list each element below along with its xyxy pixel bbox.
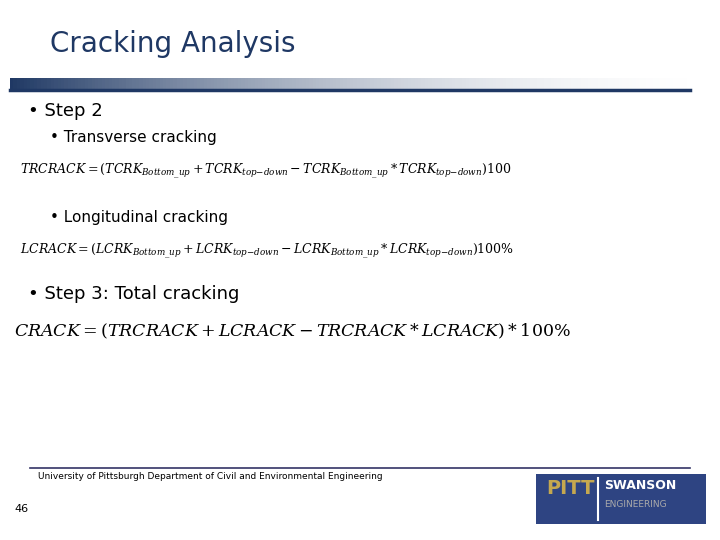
Text: PITT: PITT: [546, 479, 595, 498]
Text: $LCRACK = (LCRK_{Bottom\_up} + LCRK_{top\mathrm{-}down} - LCRK_{Bottom\_up} * LC: $LCRACK = (LCRK_{Bottom\_up} + LCRK_{top…: [20, 242, 514, 261]
Text: SWANSON: SWANSON: [604, 479, 676, 492]
Text: • Step 3: Total cracking: • Step 3: Total cracking: [28, 285, 239, 303]
Bar: [536, 474, 706, 524]
Text: • Step 2: • Step 2: [28, 102, 103, 120]
Text: $CRACK = (TRCRACK + LCRACK - TRCRACK*LCRACK) * 100\%$: $CRACK = (TRCRACK + LCRACK - TRCRACK*LCR…: [14, 322, 571, 341]
Text: 46: 46: [14, 504, 28, 514]
Text: • Longitudinal cracking: • Longitudinal cracking: [50, 210, 228, 225]
Text: $TRCRACK = (TCRK_{Bottom\_up} + TCRK_{top\mathrm{-}down} - TCRK_{Bottom\_up} * T: $TRCRACK = (TCRK_{Bottom\_up} + TCRK_{to…: [20, 162, 511, 181]
Text: Cracking Analysis: Cracking Analysis: [50, 30, 295, 58]
Text: University of Pittsburgh Department of Civil and Environmental Engineering: University of Pittsburgh Department of C…: [38, 472, 382, 481]
Text: ENGINEERING: ENGINEERING: [604, 500, 667, 509]
Text: • Transverse cracking: • Transverse cracking: [50, 130, 217, 145]
